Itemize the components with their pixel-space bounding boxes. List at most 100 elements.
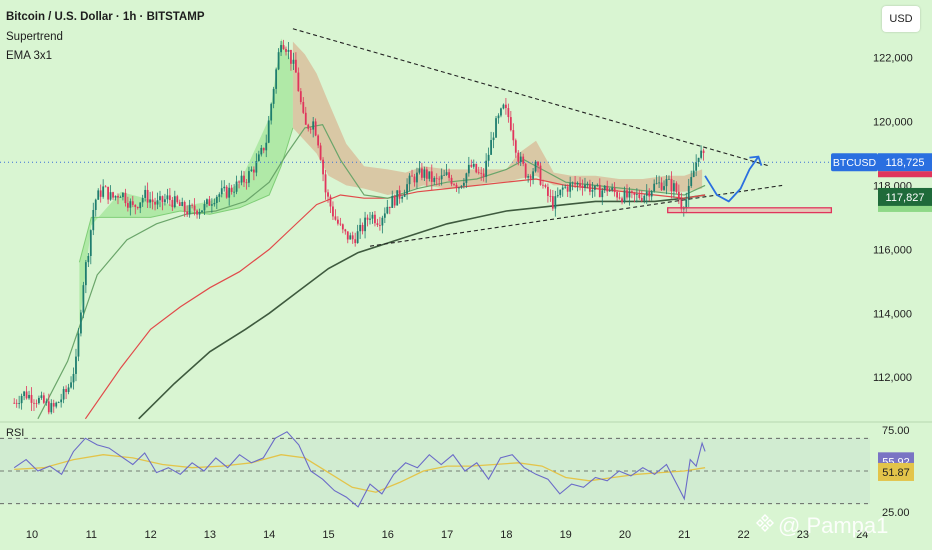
candle-body — [611, 187, 614, 191]
candle-body — [448, 172, 450, 178]
candle-body — [126, 203, 129, 208]
candle-body — [428, 171, 431, 179]
candle-body — [537, 161, 539, 166]
candle-body — [371, 214, 374, 219]
candle-body — [626, 190, 628, 198]
candle-body — [317, 135, 320, 146]
candle-body — [648, 191, 651, 197]
candle-body — [166, 195, 169, 200]
candle-body — [593, 185, 596, 190]
x-tick-label: 21 — [678, 529, 690, 541]
candle-body — [77, 333, 80, 357]
candle-body — [561, 187, 564, 190]
candle-body — [423, 169, 426, 178]
candle-body — [519, 156, 522, 162]
candle-body — [645, 191, 648, 196]
candle-body — [124, 192, 127, 204]
candle-body — [186, 211, 189, 215]
candle-body — [309, 128, 312, 130]
candle-body — [92, 209, 95, 231]
candle-body — [700, 150, 703, 158]
second-price-tag: 117,827 — [886, 192, 925, 204]
candle-body — [413, 176, 416, 183]
y-tick-label: 116,000 — [873, 244, 912, 256]
candle-body — [606, 185, 609, 192]
candle-body — [282, 45, 285, 50]
candle-body — [542, 184, 544, 186]
candle-body — [591, 189, 594, 192]
ema-slow-line — [138, 194, 706, 420]
candle-body — [134, 204, 137, 208]
candle-body — [230, 187, 233, 192]
candle-body — [492, 137, 495, 141]
candle-body — [144, 189, 147, 198]
x-tick-label: 11 — [86, 529, 97, 541]
x-tick-label: 22 — [737, 529, 749, 541]
candle-body — [80, 312, 82, 334]
candle-body — [47, 401, 50, 413]
x-tick-label: 16 — [382, 529, 394, 541]
candle-body — [532, 171, 534, 179]
candle-body — [280, 45, 282, 53]
candle-body — [386, 206, 389, 214]
candle-body — [403, 193, 406, 197]
candle-body — [677, 191, 680, 199]
candle-body — [243, 175, 245, 183]
candle-body — [621, 198, 623, 203]
candle-body — [260, 147, 263, 155]
candle-body — [191, 204, 194, 206]
candle-body — [692, 170, 695, 178]
candle-body — [509, 117, 512, 131]
candle-body — [97, 190, 100, 200]
candle-body — [524, 163, 527, 178]
candle-body — [690, 177, 693, 186]
candle-body — [112, 192, 114, 198]
candle-body — [364, 217, 366, 232]
candle-body — [119, 197, 122, 198]
candle-body — [668, 178, 670, 180]
candle-body — [201, 210, 203, 212]
candle-body — [366, 217, 369, 220]
candle-body — [463, 182, 465, 186]
candle-body — [584, 184, 586, 188]
x-tick-label: 24 — [856, 529, 868, 541]
x-tick-label: 10 — [26, 529, 38, 541]
candle-body — [114, 195, 117, 198]
candle-body — [334, 216, 337, 220]
candle-body — [109, 192, 112, 200]
indicator-ema-label[interactable]: EMA 3x1 — [6, 50, 53, 62]
candle-body — [603, 185, 606, 191]
candle-body — [87, 255, 90, 263]
candle-body — [161, 196, 164, 203]
candle-body — [287, 49, 290, 52]
candle-body — [465, 173, 468, 183]
candle-body — [640, 197, 643, 201]
second-price-tag-bg — [878, 187, 932, 206]
watermark-text: @ Pampa1 — [778, 513, 889, 538]
candle-body — [339, 223, 342, 225]
candle-body — [687, 185, 690, 200]
candle-body — [361, 224, 364, 232]
candle-body — [638, 194, 641, 198]
candle-body — [210, 204, 213, 206]
candle-body — [534, 161, 537, 172]
candle-body — [635, 194, 638, 195]
candle-body — [539, 165, 542, 185]
candle-body — [544, 185, 547, 187]
candle-body — [411, 175, 413, 177]
forecast-arrow-head — [749, 155, 763, 166]
forecast-arrow-path — [704, 156, 760, 203]
candle-body — [547, 186, 549, 196]
candle-body — [467, 164, 470, 174]
candle-body — [198, 211, 201, 215]
candle-body — [154, 201, 156, 205]
candle-body — [505, 104, 507, 109]
candle-body — [514, 140, 517, 153]
price-tag-red-strip — [878, 171, 932, 178]
indicator-supertrend-label[interactable]: Supertrend — [6, 31, 63, 43]
candle-body — [631, 191, 633, 193]
watermark-logo-icon — [756, 514, 774, 532]
currency-button[interactable]: USD — [882, 6, 920, 32]
y-tick-label: 122,000 — [873, 53, 913, 65]
